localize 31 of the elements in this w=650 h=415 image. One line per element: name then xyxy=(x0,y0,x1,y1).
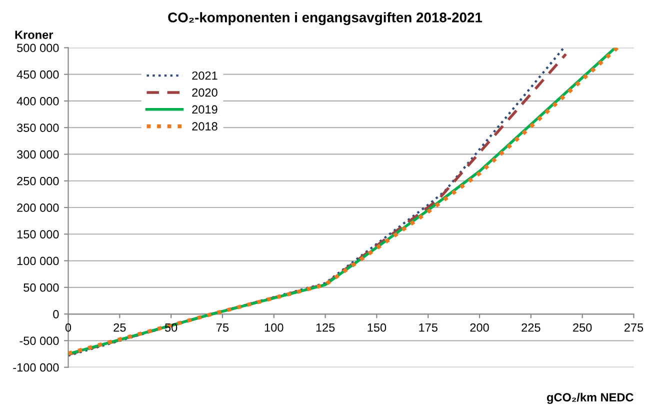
y-tick-label: 100 000 xyxy=(17,256,59,266)
chart-title: CO₂-komponenten i engangsavgiften 2018-2021 xyxy=(168,12,482,26)
x-tick-label: 125 xyxy=(316,323,335,332)
x-tick-label: 100 xyxy=(264,323,284,332)
y-tick-label: -100 000 xyxy=(13,363,59,372)
y-tick-label: 450 000 xyxy=(16,70,59,79)
legend-label: 2021 xyxy=(192,71,218,80)
x-tick-label: 25 xyxy=(114,323,126,332)
y-tick-label: 350 000 xyxy=(17,124,59,132)
y-tick-label: 150 000 xyxy=(17,230,59,239)
x-tick-label: 250 xyxy=(573,323,592,332)
x-tick-label: 200 xyxy=(470,323,489,332)
y-axis-title: Kroner xyxy=(15,30,54,39)
x-axis-title: gCO₂/km NEDC xyxy=(546,392,634,404)
x-tick-label: 275 xyxy=(624,323,644,332)
legend-label: 2020 xyxy=(192,88,218,97)
legend-label: 2019 xyxy=(192,105,218,114)
x-tick-label: 175 xyxy=(419,323,438,332)
y-tick-label: 500 000 xyxy=(17,44,59,52)
y-tick-label: -50 000 xyxy=(20,336,59,346)
y-tick-label: 400 000 xyxy=(16,97,59,106)
y-tick-label: 250 000 xyxy=(17,176,59,186)
x-tick-label: 75 xyxy=(216,323,229,332)
x-tick-label: 0 xyxy=(65,323,72,332)
legend-label: 2018 xyxy=(192,122,218,131)
y-tick-label: 50 000 xyxy=(24,283,59,292)
y-tick-label: 300 000 xyxy=(17,150,59,159)
y-tick-label: 0 xyxy=(53,310,59,318)
y-tick-label: 200 000 xyxy=(17,204,59,212)
x-tick-label: 225 xyxy=(522,323,540,332)
x-tick-label: 150 xyxy=(368,323,386,332)
